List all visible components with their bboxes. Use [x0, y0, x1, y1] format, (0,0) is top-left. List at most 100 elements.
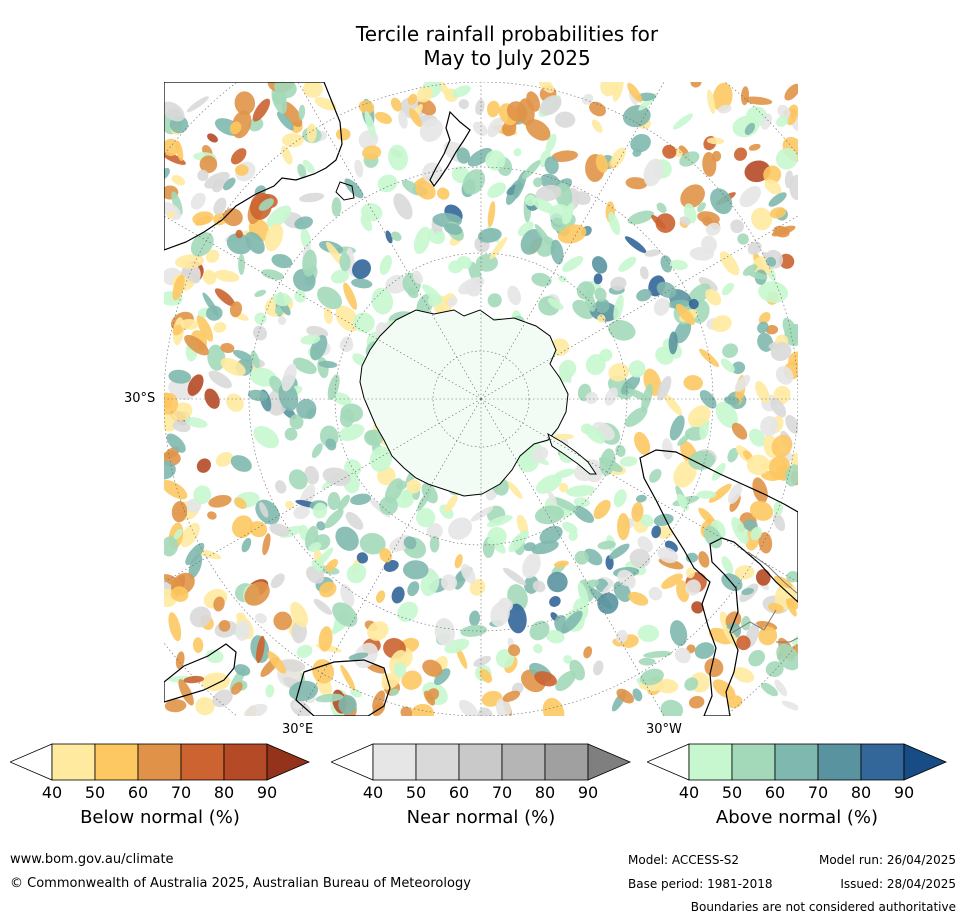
probability-cell — [356, 552, 369, 564]
probability-cell — [573, 497, 591, 508]
probability-cell — [502, 567, 527, 586]
probability-cell — [230, 455, 252, 472]
probability-cell — [523, 542, 536, 552]
probability-cell — [293, 357, 317, 375]
probability-cell — [727, 447, 739, 463]
probability-cell — [335, 305, 360, 332]
probability-cell — [773, 513, 786, 532]
probability-cell — [656, 202, 667, 213]
probability-cell — [696, 490, 717, 499]
probability-cell — [473, 655, 492, 667]
probability-cell — [193, 485, 212, 505]
probability-cell — [544, 156, 559, 175]
probability-cell — [293, 505, 310, 520]
probability-cell — [344, 178, 364, 199]
probability-cell — [608, 319, 636, 341]
probability-cell — [631, 502, 644, 522]
probability-cell — [164, 138, 180, 157]
probability-cell — [324, 508, 344, 529]
probability-cell — [462, 169, 486, 195]
probability-cell — [487, 182, 507, 199]
probability-cell — [661, 573, 683, 589]
probability-cell — [755, 381, 770, 403]
probability-cell — [460, 563, 476, 584]
probability-cell — [196, 458, 211, 473]
probability-cell — [637, 624, 660, 643]
probability-cell — [669, 415, 685, 441]
probability-cell — [616, 513, 630, 541]
probability-cell — [269, 523, 290, 537]
above-colorbar-segment — [688, 743, 733, 781]
probability-cell — [339, 253, 351, 272]
probability-map — [164, 82, 798, 716]
probability-cell — [651, 525, 662, 539]
near-colorbar-segment — [544, 743, 589, 781]
probability-cell — [352, 259, 371, 279]
probability-cell — [517, 221, 534, 237]
probability-cell — [582, 579, 600, 590]
probability-cell — [730, 219, 744, 234]
probability-cell — [164, 202, 182, 220]
probability-cell — [732, 667, 755, 683]
above-colorbar-segment — [860, 743, 905, 781]
above-tick-label: 90 — [893, 783, 915, 802]
probability-cell — [475, 99, 485, 115]
below-colorbar-high-extend — [266, 743, 311, 781]
probability-cell — [486, 100, 500, 118]
probability-cell — [758, 312, 771, 325]
probability-cell — [296, 644, 313, 658]
probability-cell — [184, 417, 208, 428]
probability-cell — [326, 241, 344, 265]
probability-cell — [685, 579, 701, 596]
probability-cell — [213, 322, 227, 333]
probability-cell — [643, 650, 672, 658]
probability-cell — [689, 246, 714, 261]
probability-cell — [220, 357, 246, 376]
probability-cell — [458, 99, 469, 110]
probability-cell — [746, 454, 770, 476]
probability-cell — [768, 192, 787, 207]
probability-cell — [634, 431, 651, 455]
near-tick-label: 60 — [448, 783, 470, 802]
probability-cell — [472, 121, 488, 136]
probability-cell — [618, 256, 637, 272]
probability-cell — [312, 502, 328, 519]
probability-cell — [186, 96, 209, 113]
probability-cell — [234, 664, 251, 676]
probability-cell — [403, 536, 417, 550]
probability-cell — [637, 536, 653, 553]
probability-cell — [267, 651, 287, 674]
probability-cell — [640, 668, 664, 686]
probability-cell — [653, 297, 670, 316]
antarctic-peninsula-outline — [547, 432, 597, 475]
new-zealand-outline — [429, 110, 471, 188]
probability-cell — [663, 394, 683, 416]
probability-cell — [337, 494, 351, 511]
probability-cell — [490, 601, 510, 627]
probability-cell — [597, 540, 616, 550]
probability-cell — [274, 82, 297, 99]
lat-label-30s: 30°S — [124, 391, 156, 406]
near-normal-label: Near normal (%) — [406, 807, 556, 828]
probability-cell — [300, 334, 321, 345]
probability-cell — [485, 150, 506, 171]
probability-cell — [758, 532, 773, 554]
probability-cell — [452, 85, 471, 98]
probability-cell — [434, 668, 451, 686]
probability-cell — [673, 460, 697, 488]
probability-cell — [583, 646, 593, 659]
probability-cell — [554, 111, 576, 128]
probability-cell — [616, 688, 634, 704]
probability-cell — [599, 448, 616, 476]
probability-cell — [390, 97, 402, 112]
probability-cell — [710, 188, 733, 215]
probability-cell — [699, 348, 720, 368]
probability-cell — [338, 695, 357, 715]
probability-cell — [204, 171, 230, 189]
footer-url: www.bom.gov.au/climate — [10, 852, 174, 867]
probability-cell — [525, 119, 551, 141]
probability-cell — [327, 374, 340, 401]
probability-cell — [306, 123, 317, 143]
probability-cell — [379, 254, 392, 275]
probability-cell — [719, 251, 740, 276]
